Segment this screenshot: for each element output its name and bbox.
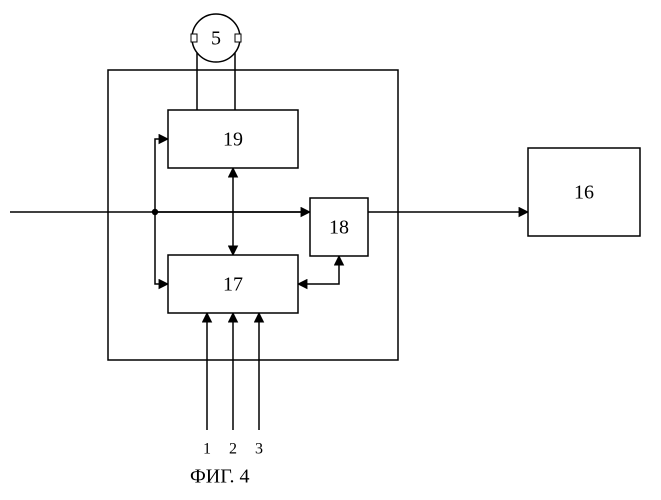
node-5-label: 5 (211, 28, 221, 50)
node-17-label: 17 (223, 274, 243, 296)
node-19-label: 19 (223, 129, 243, 151)
figure-caption: ФИГ. 4 (190, 466, 250, 488)
node-18-label: 18 (329, 217, 349, 239)
node-16-label: 16 (574, 182, 594, 204)
input-label-1: 1 (203, 441, 211, 458)
input-label-3: 3 (255, 441, 263, 458)
node-5-tab-left (191, 34, 197, 42)
node-5-tab-right (235, 34, 241, 42)
input-label-2: 2 (229, 441, 237, 458)
